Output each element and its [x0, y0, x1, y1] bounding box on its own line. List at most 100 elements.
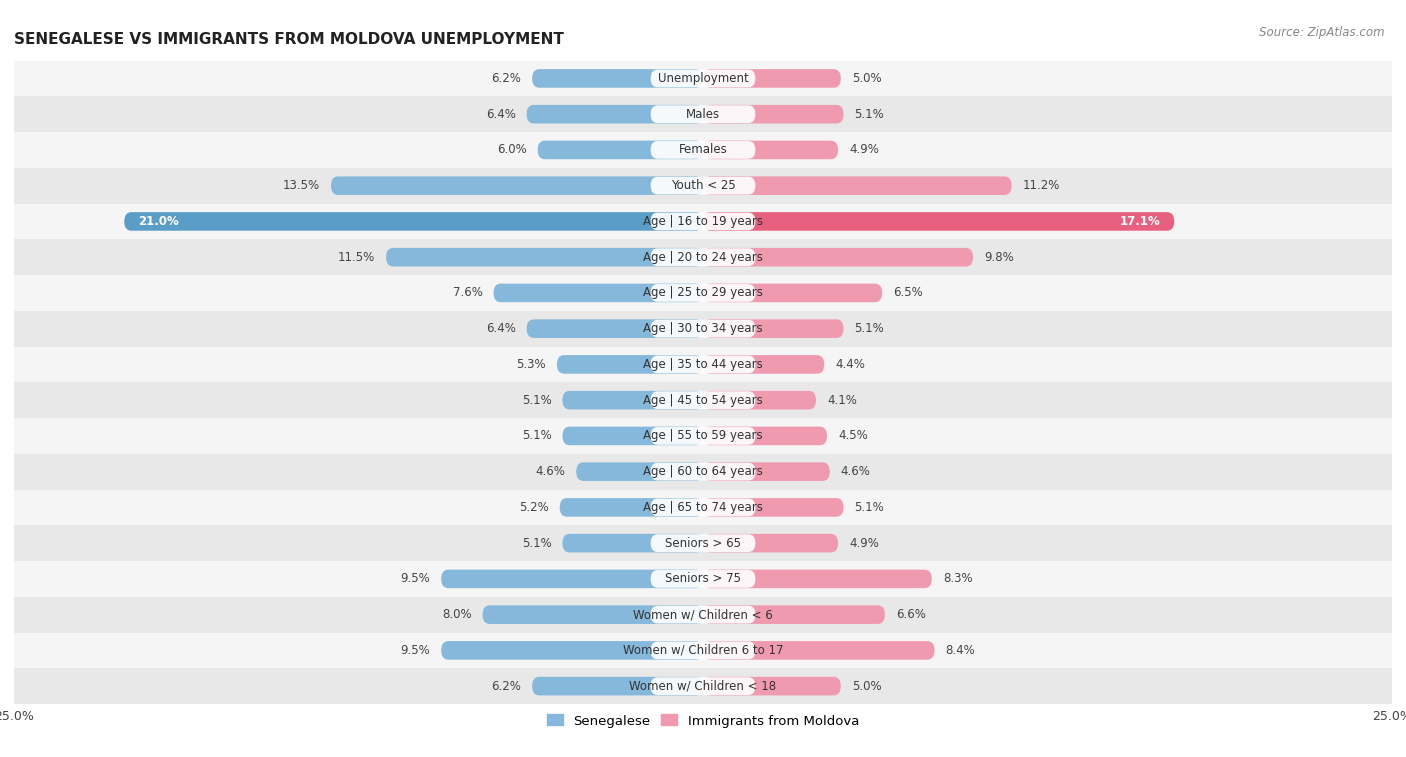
Text: 5.2%: 5.2% — [519, 501, 548, 514]
FancyBboxPatch shape — [531, 69, 703, 88]
Bar — [14, 382, 1392, 418]
FancyBboxPatch shape — [703, 141, 838, 159]
Text: 4.9%: 4.9% — [849, 143, 879, 157]
Text: 9.5%: 9.5% — [401, 644, 430, 657]
Text: Women w/ Children 6 to 17: Women w/ Children 6 to 17 — [623, 644, 783, 657]
Text: 17.1%: 17.1% — [1119, 215, 1160, 228]
Text: 8.3%: 8.3% — [943, 572, 973, 585]
Text: Youth < 25: Youth < 25 — [671, 179, 735, 192]
FancyBboxPatch shape — [703, 176, 1012, 195]
Text: 5.1%: 5.1% — [855, 322, 884, 335]
Text: 4.9%: 4.9% — [849, 537, 879, 550]
Text: SENEGALESE VS IMMIGRANTS FROM MOLDOVA UNEMPLOYMENT: SENEGALESE VS IMMIGRANTS FROM MOLDOVA UN… — [14, 32, 564, 47]
Text: 21.0%: 21.0% — [138, 215, 179, 228]
FancyBboxPatch shape — [703, 677, 841, 696]
Bar — [14, 275, 1392, 311]
FancyBboxPatch shape — [387, 248, 703, 266]
FancyBboxPatch shape — [651, 534, 755, 552]
FancyBboxPatch shape — [703, 569, 932, 588]
Text: Age | 35 to 44 years: Age | 35 to 44 years — [643, 358, 763, 371]
FancyBboxPatch shape — [576, 463, 703, 481]
FancyBboxPatch shape — [703, 212, 1174, 231]
Text: 6.0%: 6.0% — [496, 143, 527, 157]
FancyBboxPatch shape — [557, 355, 703, 374]
Text: 6.2%: 6.2% — [491, 72, 522, 85]
Text: 5.1%: 5.1% — [522, 537, 551, 550]
FancyBboxPatch shape — [527, 319, 703, 338]
FancyBboxPatch shape — [651, 427, 755, 444]
Text: Unemployment: Unemployment — [658, 72, 748, 85]
Text: 11.5%: 11.5% — [337, 251, 375, 263]
FancyBboxPatch shape — [651, 248, 755, 266]
FancyBboxPatch shape — [703, 355, 824, 374]
FancyBboxPatch shape — [651, 391, 755, 409]
Text: 5.3%: 5.3% — [516, 358, 546, 371]
Text: Age | 60 to 64 years: Age | 60 to 64 years — [643, 465, 763, 478]
FancyBboxPatch shape — [441, 569, 703, 588]
Text: 6.2%: 6.2% — [491, 680, 522, 693]
Bar — [14, 668, 1392, 704]
FancyBboxPatch shape — [330, 176, 703, 195]
FancyBboxPatch shape — [651, 570, 755, 587]
FancyBboxPatch shape — [703, 427, 827, 445]
Bar — [14, 96, 1392, 132]
Text: 11.2%: 11.2% — [1022, 179, 1060, 192]
Text: Age | 25 to 29 years: Age | 25 to 29 years — [643, 286, 763, 300]
FancyBboxPatch shape — [651, 213, 755, 230]
FancyBboxPatch shape — [441, 641, 703, 659]
FancyBboxPatch shape — [562, 391, 703, 410]
FancyBboxPatch shape — [527, 105, 703, 123]
Text: Seniors > 65: Seniors > 65 — [665, 537, 741, 550]
FancyBboxPatch shape — [537, 141, 703, 159]
FancyBboxPatch shape — [651, 70, 755, 87]
Text: 13.5%: 13.5% — [283, 179, 321, 192]
Text: Source: ZipAtlas.com: Source: ZipAtlas.com — [1260, 26, 1385, 39]
Text: 4.4%: 4.4% — [835, 358, 865, 371]
FancyBboxPatch shape — [651, 678, 755, 695]
Text: 4.6%: 4.6% — [841, 465, 870, 478]
Text: 5.0%: 5.0% — [852, 680, 882, 693]
Text: 6.5%: 6.5% — [893, 286, 922, 300]
Text: Seniors > 75: Seniors > 75 — [665, 572, 741, 585]
FancyBboxPatch shape — [560, 498, 703, 517]
FancyBboxPatch shape — [494, 284, 703, 302]
FancyBboxPatch shape — [703, 319, 844, 338]
Bar — [14, 418, 1392, 453]
Bar — [14, 490, 1392, 525]
Text: 6.4%: 6.4% — [485, 322, 516, 335]
Text: 7.6%: 7.6% — [453, 286, 482, 300]
Bar — [14, 525, 1392, 561]
Text: Women w/ Children < 6: Women w/ Children < 6 — [633, 608, 773, 621]
Bar — [14, 168, 1392, 204]
Text: 5.1%: 5.1% — [522, 394, 551, 407]
FancyBboxPatch shape — [703, 534, 838, 553]
Text: 9.5%: 9.5% — [401, 572, 430, 585]
FancyBboxPatch shape — [703, 498, 844, 517]
FancyBboxPatch shape — [651, 499, 755, 516]
FancyBboxPatch shape — [651, 356, 755, 373]
FancyBboxPatch shape — [651, 141, 755, 159]
Bar — [14, 239, 1392, 275]
FancyBboxPatch shape — [562, 427, 703, 445]
Text: 4.6%: 4.6% — [536, 465, 565, 478]
Text: Age | 16 to 19 years: Age | 16 to 19 years — [643, 215, 763, 228]
Bar — [14, 204, 1392, 239]
Bar — [14, 311, 1392, 347]
FancyBboxPatch shape — [703, 606, 884, 624]
Text: Age | 20 to 24 years: Age | 20 to 24 years — [643, 251, 763, 263]
Text: Age | 65 to 74 years: Age | 65 to 74 years — [643, 501, 763, 514]
FancyBboxPatch shape — [651, 105, 755, 123]
FancyBboxPatch shape — [703, 641, 935, 659]
Text: 5.1%: 5.1% — [855, 501, 884, 514]
FancyBboxPatch shape — [703, 463, 830, 481]
Bar — [14, 132, 1392, 168]
FancyBboxPatch shape — [703, 248, 973, 266]
Legend: Senegalese, Immigrants from Moldova: Senegalese, Immigrants from Moldova — [541, 709, 865, 733]
Bar — [14, 561, 1392, 597]
Bar — [14, 597, 1392, 633]
Text: 4.1%: 4.1% — [827, 394, 856, 407]
FancyBboxPatch shape — [651, 320, 755, 338]
Text: Age | 55 to 59 years: Age | 55 to 59 years — [643, 429, 763, 442]
Text: 5.1%: 5.1% — [855, 107, 884, 120]
Text: 6.4%: 6.4% — [485, 107, 516, 120]
